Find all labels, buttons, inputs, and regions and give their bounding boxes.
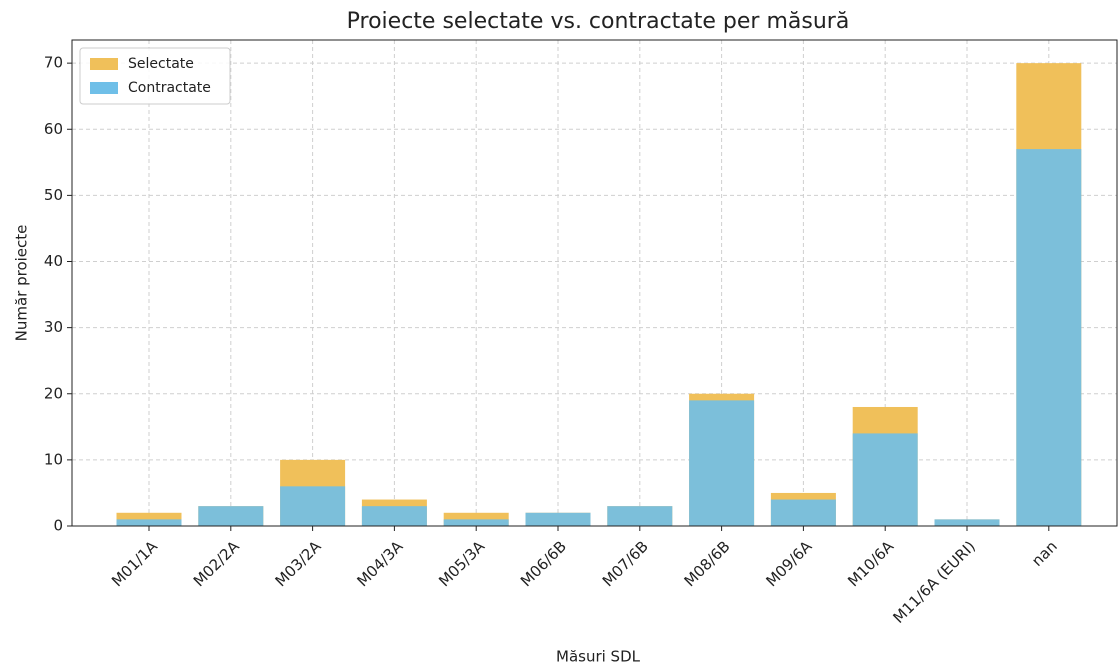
bar [443,519,509,526]
bar [852,433,918,526]
y-tick-label: 40 [44,252,63,270]
bar [689,400,755,526]
x-tick-label: M09/6A [762,537,815,590]
bar [934,519,1000,526]
plot-frame [71,39,1118,527]
y-tick-label: 10 [44,450,63,468]
x-tick-label: M10/6A [844,537,897,590]
x-tick-label: M04/3A [353,537,406,590]
bar [198,506,264,526]
legend-swatch [90,58,118,70]
y-tick-label: 70 [44,54,63,72]
chart-title: Proiecte selectate vs. contractate per m… [347,9,850,34]
x-tick-label: M03/2A [272,537,325,590]
y-tick-label: 0 [53,517,63,535]
y-tick-label: 20 [44,384,63,402]
x-axis-label: Măsuri SDL [556,648,641,666]
y-tick-label: 60 [44,120,63,138]
x-tick-label: M02/2A [190,537,243,590]
bar [525,512,591,526]
legend-swatch [90,82,118,94]
x-tick-label: M11/6A (EURI) [889,537,979,627]
bar [116,519,182,526]
bar [1016,149,1082,526]
y-axis-label: Număr proiecte [13,225,31,342]
x-tick-label: nan [1028,537,1061,570]
x-tick-label: M07/6B [599,537,652,590]
y-tick-label: 30 [44,318,63,336]
legend-label: Selectate [128,56,194,72]
bar [280,486,346,526]
bar [361,506,427,526]
y-tick-label: 50 [44,186,63,204]
x-tick-label: M08/6B [681,537,734,590]
x-tick-label: M05/3A [435,537,488,590]
legend-label: Contractate [128,80,211,96]
bar [607,506,673,526]
x-tick-label: M06/6B [517,537,570,590]
bar [770,499,836,526]
x-tick-label: M01/1A [108,537,161,590]
